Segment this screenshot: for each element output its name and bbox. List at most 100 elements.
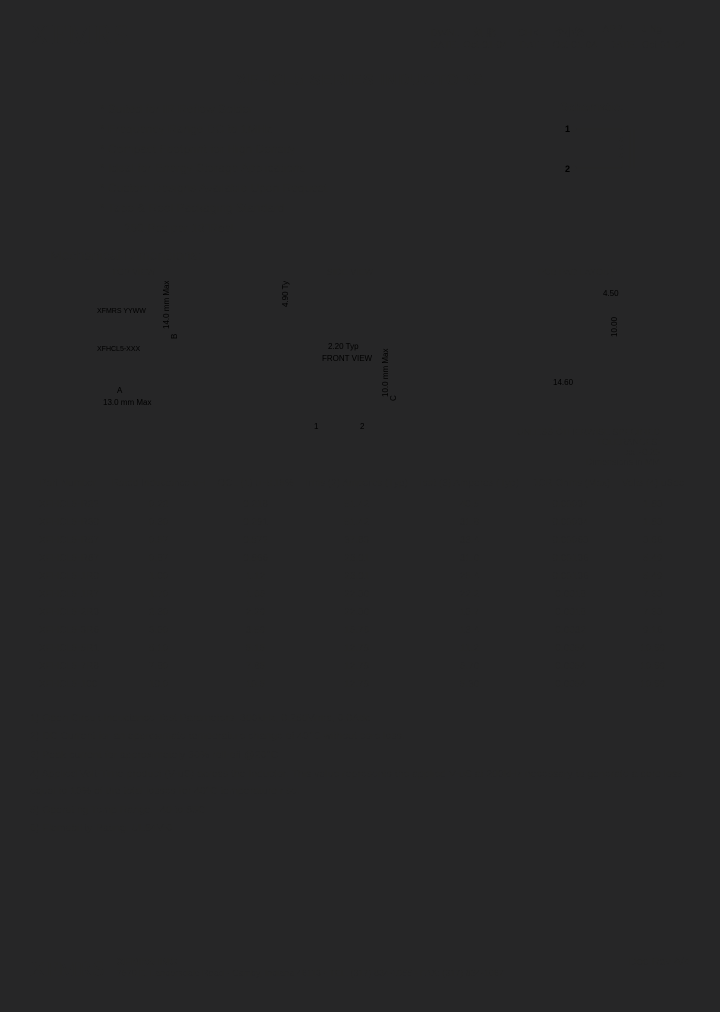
side-front-drawing: 4.90 Typ 2.20 Typ FRONT VIEW 1 2 10.0 mm…	[280, 281, 420, 446]
table-cell: 10.99	[616, 657, 689, 675]
table-cell: 0.0054	[525, 639, 616, 657]
table-cell: 12.79	[299, 657, 414, 675]
table-cell: 1.83	[616, 495, 689, 513]
table-row: XFHCL5-2R32.302.2922.3016.70.00187.33	[31, 603, 690, 621]
pcb-drawing: 4.50 10.00 14.60	[507, 281, 647, 411]
mech-title: Mechanical Dimensions:	[50, 247, 690, 263]
table-cell: 1.00	[106, 567, 212, 585]
table-cell: 13.4	[414, 621, 525, 639]
table-cell: 0.0054	[525, 657, 616, 675]
table-cell: 7.33	[616, 603, 689, 621]
table-cell: 51.42	[299, 513, 414, 531]
th-ocl: OCL (1) uH±15%	[212, 471, 300, 495]
schematic-label: Schematic:	[560, 100, 690, 114]
table-cell: 10.0	[106, 675, 212, 693]
svg-text:2.20 Typ: 2.20 Typ	[328, 342, 359, 351]
note-item: 2) DC Current for an approximate tempera…	[30, 728, 690, 745]
table-cell: XFHCL5-R22	[31, 495, 106, 513]
svg-text:4.90 Typ: 4.90 Typ	[281, 281, 290, 307]
table-cell: 3.66	[616, 531, 689, 549]
date2-value: Oct-01-04	[548, 40, 600, 52]
table-row: XFHCL5-R220.220.21851.4240.50.000341.83	[31, 495, 690, 513]
table-cell: 10.99	[616, 675, 689, 693]
svg-text:4.50: 4.50	[603, 289, 619, 298]
table-cell: 10.5	[212, 675, 300, 693]
table-cell: 22.30	[299, 603, 414, 621]
table-cell: 1.70	[106, 585, 212, 603]
table-cell: 37.83	[299, 531, 414, 549]
table-cell: 1.83	[616, 513, 689, 531]
table-cell: 3.59	[212, 621, 300, 639]
feature-item: Suited for IR Reflow Solder	[100, 100, 560, 120]
table-cell: 28.01	[299, 549, 414, 567]
table-cell: XFHCL5-1R7	[31, 585, 106, 603]
svg-text:1: 1	[565, 124, 570, 134]
feature-extra: 250 Pcs per 13"Reel	[124, 219, 560, 239]
table-cell: 0.00034	[525, 495, 616, 513]
tol-l3: .xx ±0.25	[30, 447, 660, 457]
header: XFMRS DWN.:刘 鹏 CHK.:李小锋 APP.:J Ng DATE:O…	[30, 20, 690, 58]
table-cell: 12.79	[299, 639, 414, 657]
table-header-row: Part Number Rated Inductance uH OCL (1) …	[31, 471, 690, 495]
features-list: Suited for IR Reflow Solder Frequency Ra…	[100, 100, 560, 239]
tol-l4: Dimensions in MM	[30, 457, 660, 467]
table-cell: 7.33	[616, 585, 689, 603]
svg-text:FRONT VIEW: FRONT VIEW	[322, 354, 373, 363]
table-cell: 10.99	[616, 639, 689, 657]
table-cell: 22.2	[414, 585, 525, 603]
table-cell: 0.572	[212, 531, 300, 549]
page: XFMRS DWN.:刘 鹏 CHK.:李小锋 APP.:J Ng DATE:O…	[0, 0, 720, 1012]
table-row: XFHCL5-5R15.105.1512.7911.20.005410.99	[31, 639, 690, 657]
svg-text:C: C	[389, 395, 398, 401]
table-cell: 0.0054	[525, 675, 616, 693]
table-cell: 9.16	[616, 621, 689, 639]
table-cell: 16.7	[414, 603, 525, 621]
footer-logo: XFMRS	[30, 956, 105, 982]
svg-text:14.0 mm Max: 14.0 mm Max	[162, 281, 171, 329]
table-cell: 0.22	[106, 495, 212, 513]
date1-label: DATE:	[430, 40, 459, 51]
chk-label: CHK.:	[518, 28, 545, 39]
table-cell: 2.29	[212, 603, 300, 621]
date3-value: Oct-01-04	[638, 40, 690, 52]
top-view-label: TOP VIEW	[73, 267, 193, 277]
header-row-top: DWN.:刘 鹏 CHK.:李小锋 APP.:J Ng	[430, 24, 690, 40]
table-cell: 16.76	[299, 621, 414, 639]
th-irms: Irms (2) Amperes (Typ)	[299, 471, 414, 495]
table-row: XFHCL5-7R87.807.8512.796.700.005410.99	[31, 657, 690, 675]
footer-inc: XFMRS INC	[117, 956, 629, 968]
feature-item: Custom Designs Available Upon Request	[100, 179, 560, 199]
table-cell: XFHCL5-1R0	[31, 567, 106, 585]
table-cell: XFHCL5-3R6	[31, 621, 106, 639]
table-row: XFHCL5-10010.010.512.795.300.005410.99	[31, 675, 690, 693]
date1-value: Oct-01-04	[459, 40, 511, 52]
note-item: 4) Applied Volt-Time product (V-uS) acro…	[30, 766, 690, 800]
table-cell: 5.15	[212, 639, 300, 657]
feature-item: Ideal for Energy Storage Applications	[100, 159, 560, 179]
table-cell: XFHCL5-R87	[31, 549, 106, 567]
table-row: XFHCL5-R870.870.86628.0131.00.001365.49	[31, 549, 690, 567]
features-wrap: Suited for IR Reflow Solder Frequency Ra…	[30, 100, 690, 239]
pcb-label: PCB PAD LAYOUT	[507, 267, 647, 277]
dwn-label: DWN.:	[430, 28, 459, 39]
header-row-dates: DATE:Oct-01-04 DATE:Oct-01-04 DATE:Oct-0…	[430, 40, 690, 52]
svg-text:XFMRS YYWW: XFMRS YYWW	[97, 308, 146, 315]
table-cell: XFHCL5-5R1	[31, 639, 106, 657]
table-cell: XFHCL5-100	[31, 675, 106, 693]
chk-value: 李小锋	[545, 24, 595, 40]
table-cell: 7.85	[212, 657, 300, 675]
table-cell: 0.218	[212, 495, 300, 513]
table-cell: 51.42	[299, 495, 414, 513]
table-cell: 0.00136	[525, 567, 616, 585]
table-cell: 40.5	[414, 495, 525, 513]
th-volts: Volts (4) uSec	[616, 471, 689, 495]
table-cell: 25.4	[414, 567, 525, 585]
svg-text:14.60: 14.60	[553, 378, 574, 387]
table-row: XFHCL5-1R01.001.1228.0125.40.001365.49	[31, 567, 690, 585]
svg-text:10.0 mm Max: 10.0 mm Max	[381, 348, 390, 396]
table-cell: 12.79	[299, 675, 414, 693]
app-label: APP.:	[603, 24, 627, 35]
mech-dimensions: TOP VIEW XFMRS YYWW XFHCL5-XXX 14.0 mm M…	[30, 267, 690, 447]
svg-text:B: B	[170, 333, 179, 338]
svg-text:1: 1	[314, 422, 319, 431]
